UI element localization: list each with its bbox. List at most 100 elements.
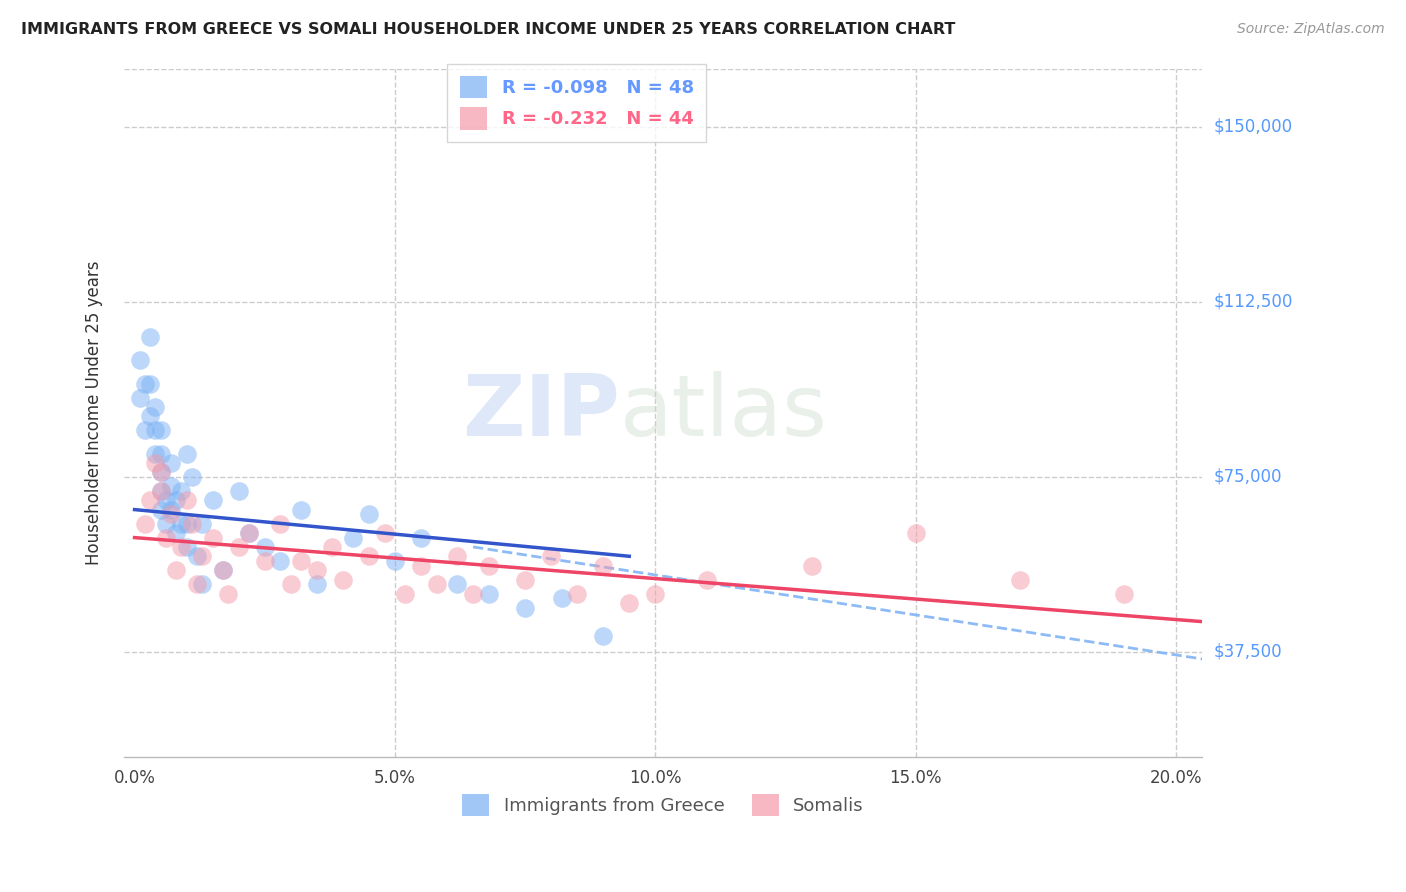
Point [145,423,167,437]
Point [238,525,260,540]
Point [426,577,449,591]
Point [149,502,172,516]
Text: $75,000: $75,000 [1213,468,1282,486]
Point [180,470,202,484]
Point [332,573,354,587]
Point [619,596,641,610]
Point [461,586,484,600]
Point [212,563,235,577]
Point [305,577,328,591]
Text: $112,500: $112,500 [1213,293,1292,311]
Point [305,563,328,577]
Point [155,493,177,508]
Text: Source: ZipAtlas.com: Source: ZipAtlas.com [1237,22,1385,37]
Point [134,423,156,437]
Point [696,573,718,587]
Point [394,586,416,600]
Point [644,586,666,600]
Point [217,586,239,600]
Point [592,629,614,643]
Point [478,558,501,573]
Point [280,577,302,591]
Point [550,591,572,606]
Point [446,549,468,564]
Point [149,465,172,479]
Point [191,577,214,591]
Point [592,558,614,573]
Point [342,531,364,545]
Point [201,493,224,508]
Point [139,493,162,508]
Text: ZIP: ZIP [463,371,620,454]
Point [1008,573,1031,587]
Point [134,376,156,391]
Point [409,531,432,545]
Point [321,540,343,554]
Point [228,540,250,554]
Point [290,554,312,568]
Point [253,540,276,554]
Point [139,330,162,344]
Point [269,516,291,531]
Point [373,525,395,540]
Point [409,558,432,573]
Point [149,465,172,479]
Point [160,456,183,470]
Point [176,493,198,508]
Point [238,525,260,540]
Point [212,563,235,577]
Point [134,516,156,531]
Point [145,456,167,470]
Point [139,376,162,391]
Point [145,400,167,414]
Point [513,600,536,615]
Point [191,516,214,531]
Text: $37,500: $37,500 [1213,643,1282,661]
Point [160,508,183,522]
Legend: Immigrants from Greece, Somalis: Immigrants from Greece, Somalis [456,787,872,823]
Point [160,479,183,493]
Point [145,446,167,460]
Point [155,516,177,531]
Point [446,577,468,591]
Point [149,423,172,437]
Point [165,563,187,577]
Point [170,483,193,498]
Point [170,516,193,531]
Point [540,549,562,564]
Point [357,549,380,564]
Point [170,540,193,554]
Point [149,483,172,498]
Point [357,508,380,522]
Text: IMMIGRANTS FROM GREECE VS SOMALI HOUSEHOLDER INCOME UNDER 25 YEARS CORRELATION C: IMMIGRANTS FROM GREECE VS SOMALI HOUSEHO… [21,22,956,37]
Point [128,391,150,405]
Point [176,516,198,531]
Point [165,493,187,508]
Point [186,577,208,591]
Point [149,483,172,498]
Point [290,502,312,516]
Point [384,554,406,568]
Point [1112,586,1135,600]
Point [201,531,224,545]
Point [176,446,198,460]
Text: atlas: atlas [620,371,828,454]
Point [253,554,276,568]
Point [567,586,589,600]
Point [128,353,150,368]
Point [180,516,202,531]
Text: $150,000: $150,000 [1213,118,1292,136]
Point [800,558,823,573]
Point [513,573,536,587]
Point [160,502,183,516]
Y-axis label: Householder Income Under 25 years: Householder Income Under 25 years [86,260,103,565]
Point [478,586,501,600]
Point [904,525,927,540]
Point [269,554,291,568]
Point [228,483,250,498]
Point [191,549,214,564]
Point [176,540,198,554]
Point [165,525,187,540]
Point [186,549,208,564]
Point [149,446,172,460]
